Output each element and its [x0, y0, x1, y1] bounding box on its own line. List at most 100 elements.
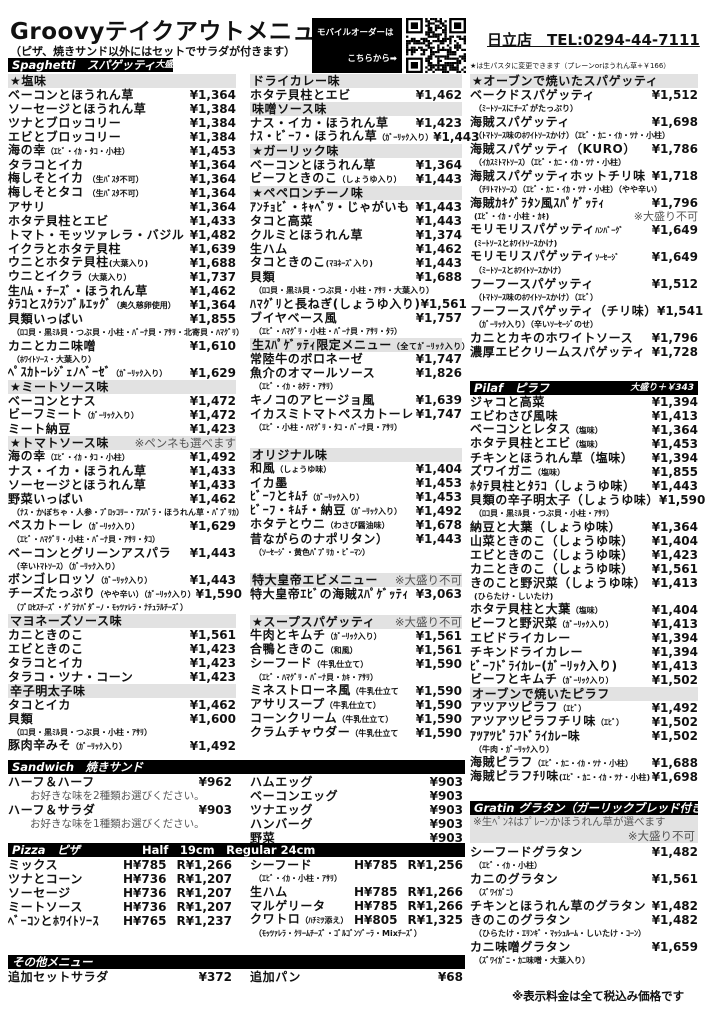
menu-item[interactable]: ﾋﾞｰﾌとｷﾑﾁ（ｶﾞｰﾘｯｸ入り） ¥1,453: [250, 489, 462, 504]
menu-item[interactable]: 貝類の辛子明太子（しょうゆ味） ¥1,590: [470, 493, 705, 507]
menu-item[interactable]: 海の幸（ｴﾋﾞ・ｲｶ・ﾀｺ・小柱） ¥1,492: [8, 449, 236, 464]
menu-item[interactable]: チキンとほうれん草のグラタン ¥1,482: [470, 899, 698, 913]
menu-item[interactable]: 貝類 ¥1,688: [250, 270, 462, 284]
menu-item[interactable]: ベーコンとグリーンアスパラ ¥1,443: [8, 546, 236, 560]
menu-item[interactable]: ホタテ貝柱とエビ ¥1,462: [250, 88, 462, 102]
menu-item[interactable]: ペスカトーレ（ｶﾞｰﾘｯｸ入り） ¥1,629: [8, 518, 236, 533]
menu-item[interactable]: ミックス H¥785 R¥1,266: [8, 858, 232, 872]
menu-item[interactable]: 和風（しょうゆ味） ¥1,404: [250, 461, 462, 476]
menu-item[interactable]: ベーコンとナス ¥1,472: [8, 394, 236, 408]
menu-item[interactable]: フーフースパゲッティ（チリ味） ¥1,541: [470, 304, 703, 318]
menu-item[interactable]: カニとカキのホワイトソース ¥1,796: [470, 331, 698, 345]
menu-item[interactable]: アツアツピラフ（ｴﾋﾞ） ¥1,492: [470, 700, 698, 715]
menu-item[interactable]: アサリスープ（牛乳仕立て） ¥1,590: [250, 697, 462, 712]
menu-item[interactable]: エビとブロッコリー ¥1,384: [8, 130, 236, 144]
menu-item[interactable]: ソーセージ H¥736 R¥1,207: [8, 886, 232, 900]
menu-item[interactable]: イカ墨 ¥1,453: [250, 476, 462, 490]
menu-item[interactable]: 生ハム ¥1,462: [250, 242, 462, 256]
menu-item[interactable]: 野菜 ¥903: [250, 831, 463, 845]
menu-item[interactable]: ウニとホタテ貝柱(大葉入り) ¥1,688: [8, 255, 236, 270]
menu-item[interactable]: 海賊ｶｷｸﾞﾗﾀﾝ風ｽﾊﾟｹﾞｯﾃｨ ¥1,796: [470, 196, 698, 210]
menu-item[interactable]: トマト・モッツァレラ・バジル ¥1,482: [8, 228, 236, 242]
menu-item[interactable]: ツナエッグ ¥903: [250, 803, 463, 817]
menu-item[interactable]: クルミとほうれん草 ¥1,374: [250, 228, 462, 242]
menu-item[interactable]: タラコ・ツナ・コーン ¥1,423: [8, 670, 236, 684]
menu-item[interactable]: チキンとほうれん草（塩味） ¥1,394: [470, 451, 698, 465]
menu-item[interactable]: ツナとコーン H¥736 R¥1,207: [8, 872, 232, 886]
menu-item[interactable]: タラコとイカ ¥1,364: [8, 158, 236, 172]
menu-item[interactable]: 生ﾊﾑ・ﾁｰｽﾞ・ほうれん草 ¥1,462: [8, 284, 236, 298]
menu-item[interactable]: 濃厚エビクリームスパゲッティ ¥1,728: [470, 345, 698, 359]
menu-item[interactable]: 昔ながらのナポリタン） ¥1,443: [250, 532, 462, 546]
menu-item[interactable]: 生ハム H¥785 R¥1,266: [250, 885, 463, 899]
menu-item[interactable]: 豚肉辛みそ（ｶﾞｰﾘｯｸ入り） ¥1,492: [8, 738, 236, 753]
menu-item[interactable]: 海賊スパゲッティ（KURO） ¥1,786: [470, 142, 698, 156]
menu-item[interactable]: ナス・イカ・ほうれん草 ¥1,433: [8, 464, 236, 478]
menu-item[interactable]: ジャコと高菜 ¥1,394: [470, 395, 698, 409]
menu-item[interactable]: ｱﾂｱﾂﾋﾟﾗﾌﾄﾞﾗｲｶﾚｰ味 ¥1,502: [470, 729, 698, 743]
menu-item[interactable]: モリモリスパゲッティﾊﾝﾊﾞｰｸﾞ ¥1,649: [470, 222, 698, 237]
menu-item[interactable]: 牛肉とキムチ（ｶﾞｰﾘｯｸ入り） ¥1,561: [250, 628, 462, 643]
menu-item[interactable]: ﾎﾀﾃ貝柱とﾀﾗｺ（しょうゆ味） ¥1,443: [470, 479, 698, 493]
menu-item[interactable]: カニのグラタン ¥1,561: [470, 872, 698, 886]
menu-item[interactable]: クワトロ（ﾊﾁﾐﾂ添え） H¥805 R¥1,325: [250, 912, 463, 927]
menu-item[interactable]: ボンゴレロッソ（ｶﾞｰﾘｯｸ入り） ¥1,443: [8, 572, 236, 587]
menu-item[interactable]: ソーセージとほうれん草 ¥1,433: [8, 478, 236, 492]
menu-item[interactable]: ナス・イカ・ほうれん草 ¥1,423: [250, 116, 462, 130]
menu-item[interactable]: ベーコンとレタス（塩味） ¥1,364: [470, 422, 698, 437]
menu-item[interactable]: ミネストローネ風（牛乳仕立て ¥1,590: [250, 683, 462, 698]
menu-item[interactable]: エビわさび風味 ¥1,413: [470, 409, 698, 423]
menu-item[interactable]: シーフード H¥785 R¥1,256: [250, 858, 463, 872]
menu-item[interactable]: ビーフときのこ（しょうゆ入り） ¥1,443: [250, 171, 462, 186]
menu-item[interactable]: 常陸牛のボロネーゼ ¥1,747: [250, 352, 462, 366]
menu-item[interactable]: エビときのこ ¥1,423: [8, 642, 236, 656]
menu-item[interactable]: 野菜いっぱい ¥1,462: [8, 492, 236, 506]
menu-item[interactable]: 追加セットサラダ ¥372: [8, 970, 232, 984]
menu-item[interactable]: ビーフとキムチ（ｶﾞｰﾘｯｸ入り） ¥1,502: [470, 672, 698, 687]
menu-item[interactable]: ブイヤベース風 ¥1,757: [250, 311, 462, 325]
menu-item[interactable]: ウニとイクラ（大葉入り） ¥1,737: [8, 269, 236, 284]
menu-item[interactable]: タコと高菜 ¥1,443: [250, 214, 462, 228]
menu-item[interactable]: タコとイカ ¥1,462: [8, 698, 236, 712]
menu-item[interactable]: ベーコンエッグ ¥903: [250, 789, 463, 803]
menu-item[interactable]: モリモリスパゲッティｿｰｾｰｼﾞ ¥1,649: [470, 249, 698, 264]
menu-item[interactable]: 魚介のオマールソース ¥1,826: [250, 366, 462, 380]
menu-item[interactable]: 梅しそとタコ （生ﾊﾟｽﾀ不可） ¥1,364: [8, 185, 236, 200]
menu-item[interactable]: イカスミトマトペスカトーレ ¥1,747: [250, 407, 462, 421]
menu-item[interactable]: 梅しそとイカ （生ﾊﾟｽﾀ不可） ¥1,364: [8, 171, 236, 186]
menu-item[interactable]: ベーコンとほうれん草 ¥1,364: [8, 88, 236, 102]
menu-item[interactable]: 貝類いっぱい ¥1,855: [8, 312, 236, 326]
menu-item[interactable]: 納豆と大葉（しょうゆ味） ¥1,364: [470, 520, 698, 534]
menu-item[interactable]: エビときのこ（しょうゆ味） ¥1,423: [470, 548, 698, 562]
menu-item[interactable]: カニときのこ（しょうゆ味） ¥1,561: [470, 562, 698, 576]
menu-item[interactable]: ハーフ＆サラダ ¥903: [8, 803, 232, 817]
menu-item[interactable]: ﾋﾞｰﾌﾄﾞﾗｲｶﾚｰ(ｶﾞｰﾘｯｸ入り) ¥1,413: [470, 659, 698, 673]
menu-item[interactable]: ハムエッグ ¥903: [250, 775, 463, 789]
menu-item[interactable]: チキンドライカレー ¥1,394: [470, 645, 698, 659]
menu-item[interactable]: 貝類 ¥1,600: [8, 712, 236, 726]
menu-item[interactable]: マルゲリータ H¥785 R¥1,266: [250, 899, 463, 913]
menu-item[interactable]: シーフードグラタン ¥1,482: [470, 845, 698, 859]
menu-item[interactable]: ツナとブロッコリー ¥1,384: [8, 116, 236, 130]
mobile-order-button[interactable]: モバイルオーダーは こちらから➡: [312, 18, 402, 73]
menu-item[interactable]: ハンバーグ ¥903: [250, 817, 463, 831]
menu-item[interactable]: ホタテ貝柱と大葉（塩味） ¥1,404: [470, 602, 698, 617]
menu-item[interactable]: ハーフ＆ハーフ ¥962: [8, 775, 232, 789]
menu-item[interactable]: タラコとイカ ¥1,423: [8, 656, 236, 670]
menu-item[interactable]: ﾋﾞｰﾌ・ｷﾑﾁ・納豆（ｶﾞｰﾘｯｸ入り） ¥1,492: [250, 503, 462, 518]
menu-item[interactable]: コーンクリーム（牛乳仕立て） ¥1,590: [250, 711, 462, 726]
menu-item[interactable]: エビドライカレー ¥1,394: [470, 631, 698, 645]
menu-item[interactable]: ベークドスパゲッティ ¥1,512: [470, 88, 698, 102]
menu-item[interactable]: キノコのアヒージョ風 ¥1,639: [250, 393, 462, 407]
menu-item[interactable]: ミートソース H¥736 R¥1,207: [8, 900, 232, 914]
menu-item[interactable]: ﾀﾗｺとｽｸﾗﾝﾌﾞﾙｴｯｸﾞ（奥久慈卵使用） ¥1,364: [8, 297, 236, 312]
menu-item[interactable]: 特大皇帝ｴﾋﾞの海賊ｽﾊﾟｹﾞｯﾃｨ ¥3,063: [250, 587, 462, 601]
menu-item[interactable]: 追加パン ¥68: [250, 970, 463, 984]
menu-item[interactable]: ベーコンとほうれん草 ¥1,364: [250, 158, 462, 172]
menu-item[interactable]: チーズたっぷり（やや辛い）（ｶﾞｰﾘｯｸ入り） ¥1,590: [8, 586, 242, 601]
menu-item[interactable]: ソーセージとほうれん草 ¥1,384: [8, 102, 236, 116]
menu-item[interactable]: 海賊スパゲッティホットチリ味 ¥1,718: [470, 169, 698, 183]
menu-item[interactable]: 合鴨ときのこ（和風） ¥1,561: [250, 642, 462, 657]
menu-item[interactable]: 山菜ときのこ（しょうゆ味） ¥1,404: [470, 534, 698, 548]
menu-item[interactable]: 海賊スパゲッティ ¥1,698: [470, 115, 698, 129]
